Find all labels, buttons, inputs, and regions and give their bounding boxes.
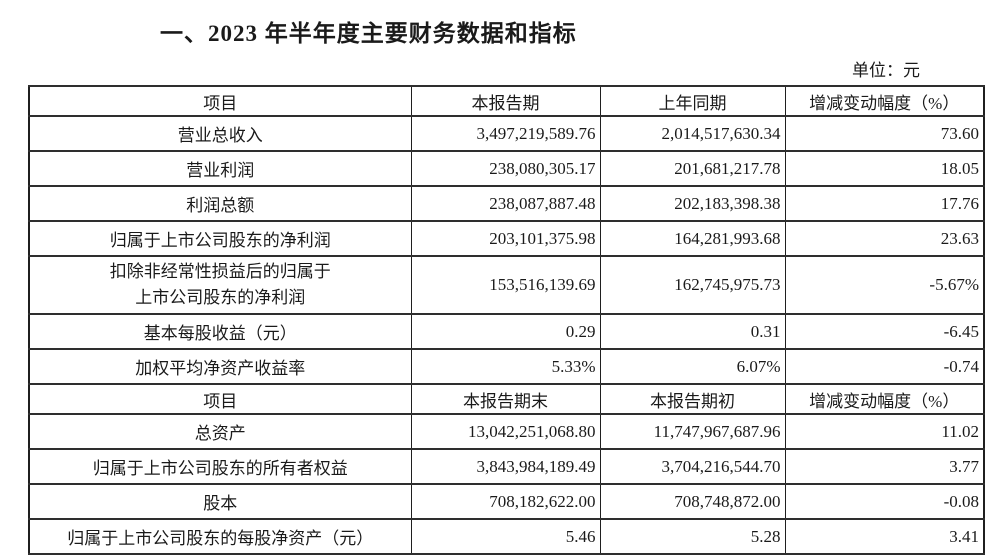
change-pct-value: -0.08	[784, 483, 985, 520]
table-row-net-profit-excl-nonrecurring: 扣除非经常性损益后的归属于 上市公司股东的净利润 153,516,139.69 …	[28, 255, 985, 315]
table-row-operating-profit: 营业利润 238,080,305.17 201,681,217.78 18.05	[28, 150, 985, 187]
table1-header-change-pct: 增减变动幅度（%）	[784, 85, 985, 117]
unit-label: 单位：元	[852, 61, 920, 80]
change-pct-value: -5.67%	[784, 255, 985, 315]
item-label: 归属于上市公司股东的每股净资产（元）	[28, 518, 412, 555]
item-label: 营业总收入	[28, 115, 412, 152]
item-label: 归属于上市公司股东的净利润	[28, 220, 412, 257]
item-label: 加权平均净资产收益率	[28, 348, 412, 385]
table-row-basic-eps: 基本每股收益（元） 0.29 0.31 -6.45	[28, 313, 985, 350]
table1-header-prior-period: 上年同期	[599, 85, 786, 117]
table1-header-item: 项目	[28, 85, 412, 117]
change-pct-value: 73.60	[784, 115, 985, 152]
table-row-share-capital: 股本 708,182,622.00 708,748,872.00 -0.08	[28, 483, 985, 520]
item-label-line2: 上市公司股东的净利润	[135, 288, 306, 307]
change-pct-value: 17.76	[784, 185, 985, 222]
period-start-value: 3,704,216,544.70	[599, 448, 786, 485]
item-label: 基本每股收益（元）	[28, 313, 412, 350]
prior-period-value: 202,183,398.38	[599, 185, 786, 222]
change-pct-value: -0.74	[784, 348, 985, 385]
item-label: 总资产	[28, 413, 412, 450]
prior-period-value: 164,281,993.68	[599, 220, 786, 257]
current-period-value: 238,087,887.48	[410, 185, 601, 222]
period-start-value: 708,748,872.00	[599, 483, 786, 520]
period-end-value: 708,182,622.00	[410, 483, 601, 520]
item-label: 利润总额	[28, 185, 412, 222]
change-pct-value: 11.02	[784, 413, 985, 450]
prior-period-value: 2,014,517,630.34	[599, 115, 786, 152]
table-row-total-revenue: 营业总收入 3,497,219,589.76 2,014,517,630.34 …	[28, 115, 985, 152]
current-period-value: 5.33%	[410, 348, 601, 385]
prior-period-value: 0.31	[599, 313, 786, 350]
current-period-value: 3,497,219,589.76	[410, 115, 601, 152]
change-pct-value: -6.45	[784, 313, 985, 350]
period-end-value: 3,843,984,189.49	[410, 448, 601, 485]
page-title: 一、2023 年半年度主要财务数据和指标	[160, 21, 577, 46]
table-row-net-assets-per-share: 归属于上市公司股东的每股净资产（元） 5.46 5.28 3.41	[28, 518, 985, 555]
table1-header-current-period: 本报告期	[410, 85, 601, 117]
item-label-line1: 扣除非经常性损益后的归属于	[109, 261, 331, 281]
current-period-value: 0.29	[410, 313, 601, 350]
financial-data-table: 项目 本报告期 上年同期 增减变动幅度（%） 营业总收入 3,497,219,5…	[28, 85, 985, 555]
current-period-value: 153,516,139.69	[410, 255, 601, 315]
prior-period-value: 6.07%	[599, 348, 786, 385]
item-label: 扣除非经常性损益后的归属于 上市公司股东的净利润	[28, 255, 412, 315]
current-period-value: 238,080,305.17	[410, 150, 601, 187]
table-row-total-assets: 总资产 13,042,251,068.80 11,747,967,687.96 …	[28, 413, 985, 450]
change-pct-value: 23.63	[784, 220, 985, 257]
table2-header-period-start: 本报告期初	[599, 383, 786, 415]
period-end-value: 13,042,251,068.80	[410, 413, 601, 450]
table-row-total-profit: 利润总额 238,087,887.48 202,183,398.38 17.76	[28, 185, 985, 222]
table2-header-change-pct: 增减变动幅度（%）	[784, 383, 985, 415]
change-pct-value: 3.77	[784, 448, 985, 485]
period-start-value: 11,747,967,687.96	[599, 413, 786, 450]
prior-period-value: 162,745,975.73	[599, 255, 786, 315]
prior-period-value: 201,681,217.78	[599, 150, 786, 187]
table2-header-item: 项目	[28, 383, 412, 415]
table1-header-row: 项目 本报告期 上年同期 增减变动幅度（%）	[28, 85, 985, 117]
table-row-net-profit-attributable: 归属于上市公司股东的净利润 203,101,375.98 164,281,993…	[28, 220, 985, 257]
current-period-value: 203,101,375.98	[410, 220, 601, 257]
table2-header-row: 项目 本报告期末 本报告期初 增减变动幅度（%）	[28, 383, 985, 415]
period-start-value: 5.28	[599, 518, 786, 555]
period-end-value: 5.46	[410, 518, 601, 555]
table-row-owners-equity: 归属于上市公司股东的所有者权益 3,843,984,189.49 3,704,2…	[28, 448, 985, 485]
item-label: 股本	[28, 483, 412, 520]
table2-header-period-end: 本报告期末	[410, 383, 601, 415]
change-pct-value: 18.05	[784, 150, 985, 187]
table-row-weighted-avg-roe: 加权平均净资产收益率 5.33% 6.07% -0.74	[28, 348, 985, 385]
item-label: 归属于上市公司股东的所有者权益	[28, 448, 412, 485]
item-label: 营业利润	[28, 150, 412, 187]
change-pct-value: 3.41	[784, 518, 985, 555]
